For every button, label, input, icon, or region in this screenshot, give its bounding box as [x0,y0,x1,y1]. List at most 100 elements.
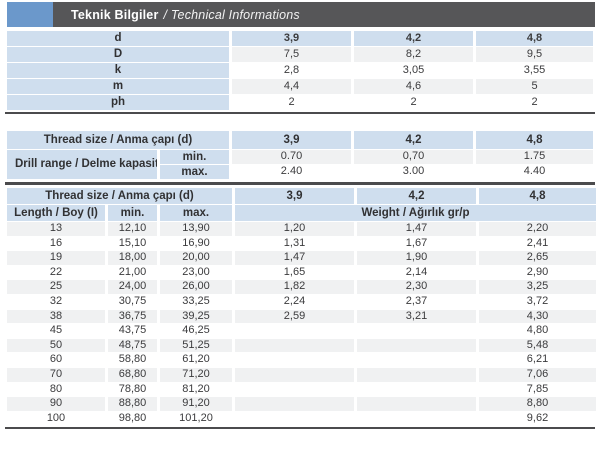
length-cell: 25 [7,280,105,294]
max-cell: 16,90 [182,236,210,249]
accent-square [7,2,53,27]
drill-max-value: 3.00 [402,165,425,178]
divider-rule [5,112,595,114]
min-cell: 18,00 [108,251,157,265]
weight-cell-3-9: 2,24 [283,294,306,307]
length-column-header: Length / Boy (I) [7,205,105,221]
max-cell: 101,20 [179,411,213,424]
drill-min-value: 1.75 [476,150,593,164]
drill-max-value: 4.40 [523,165,546,178]
spec-value-cell: 7,5 [232,47,351,62]
max-cell: 39,25 [160,309,233,324]
thread-size-value: 3,9 [235,188,355,204]
title-english: / Technical Informations [163,7,300,22]
min-cell: 58,80 [118,353,147,366]
spec-table-row: D 7,5 8,2 9,5 [7,47,593,62]
weight-cell-4-2: 1,67 [405,236,428,249]
min-cell: 24,00 [108,280,157,294]
title-bar: Teknik Bilgiler / Technical Informations [7,2,595,27]
length-weight-row: 38 36,75 39,25 2,59 3,21 4,30 [7,309,597,324]
title-turkish: Teknik Bilgiler [71,7,159,22]
thread-size-label: Thread size / Anma çapı (d) [7,131,229,149]
weight-cell-4-2: 1,47 [357,222,477,236]
weight-cell-3-9: 1,65 [283,265,306,278]
weight-cell-4-8: 2,41 [526,236,549,249]
weight-cell-4-2 [357,324,476,338]
max-cell: 13,90 [160,222,233,236]
weight-cell-3-9: 1,31 [283,236,306,249]
length-cell: 13 [7,222,105,236]
weight-cell-4-8: 6,21 [526,353,549,366]
spec-row-label: k [7,63,229,78]
spec-row-label: ph [7,95,229,110]
min-cell: 78,80 [118,382,147,395]
weight-cell-3-9 [235,412,354,426]
weight-cell-4-8: 8,80 [479,397,597,411]
max-cell: 91,20 [160,397,233,411]
thread-size-value: 3,9 [232,131,351,149]
weight-cell-4-8: 4,80 [526,324,549,337]
max-cell: 33,25 [182,294,210,307]
thread-size-header-row: Thread size / Anma çapı (d) 3,9 4,2 4,8 [7,131,593,149]
drill-max-value: 2.40 [280,165,303,178]
weight-cell-4-2: 3,21 [357,309,477,324]
spec-row-label: m [7,79,229,94]
spec-table-row: k 2,8 3,05 3,55 [7,63,593,78]
spec-table: d 3,9 4,2 4,8 D 7,5 8,2 9,5 k 2,8 3,05 3… [4,30,596,111]
thread-size-value: 4,2 [357,188,477,204]
spec-value-cell: 4,8 [476,31,593,46]
spec-value-cell: 8,2 [354,47,473,62]
length-cell: 70 [7,367,105,382]
weight-cell-3-9 [235,367,355,382]
max-column-header: max. [160,205,233,221]
weight-cell-4-8: 2,90 [526,265,549,278]
weight-cell-3-9: 1,82 [235,280,355,294]
length-cell: 80 [49,382,63,395]
spec-value-cell: 2 [410,95,417,108]
weight-cell-3-9: 1,20 [235,222,355,236]
divider-rule [5,182,595,185]
drill-max-row: max. 2.40 3.00 4.40 [7,165,593,179]
length-cell: 22 [49,265,63,278]
spec-value-cell: 2 [288,95,295,108]
thread-size-label: Thread size / Anma çapı (d) [7,188,233,204]
length-weight-row: 25 24,00 26,00 1,82 2,30 3,25 [7,280,597,294]
bottom-rule [5,427,595,430]
spec-value-cell: 3,05 [402,63,425,76]
weight-cell-4-8: 2,20 [479,222,597,236]
spec-row-label: d [7,31,229,46]
spec-table-row: d 3,9 4,2 4,8 [7,31,593,46]
length-weight-row: 70 68,80 71,20 7,06 [7,367,597,382]
weight-cell-3-9 [235,324,354,338]
weight-cell-4-2 [357,412,476,426]
spec-value-cell: 9,5 [476,47,593,62]
max-cell: 51,25 [160,338,233,353]
weight-cell-3-9: 1,47 [235,251,355,265]
weight-cell-4-8: 3,72 [526,294,549,307]
length-weight-row: 32 30,75 33,25 2,24 2,37 3,72 [7,295,596,309]
drill-min-value: 0,70 [354,150,473,164]
weight-cell-3-9 [235,353,354,367]
min-cell: 12,10 [108,222,157,236]
length-weight-table: Thread size / Anma çapı (d) 3,9 4,2 4,8 … [4,187,599,426]
length-cell: 38 [7,309,105,324]
length-weight-row: 45 43,75 46,25 4,80 [7,324,596,338]
weight-cell-4-8: 7,06 [479,367,597,382]
weight-cell-4-2 [357,338,477,353]
length-weight-row: 80 78,80 81,20 7,85 [7,383,596,397]
length-weight-row: 50 48,75 51,25 5,48 [7,338,597,353]
length-weight-row: 100 98,80 101,20 9,62 [7,412,596,426]
min-cell: 43,75 [118,324,147,337]
length-cell: 90 [7,397,105,411]
drill-range-table: Thread size / Anma çapı (d) 3,9 4,2 4,8 … [4,130,596,180]
length-weight-row: 13 12,10 13,90 1,20 1,47 2,20 [7,222,597,236]
spec-row-label: D [7,47,229,62]
length-weight-row: 60 58,80 61,20 6,21 [7,353,596,367]
max-cell: 20,00 [160,251,233,265]
length-weight-row: 19 18,00 20,00 1,47 1,90 2,65 [7,251,597,265]
weight-cell-4-8: 2,65 [479,251,597,265]
length-cell: 32 [49,294,63,307]
weight-cell-4-2 [357,353,476,367]
thread-size-header-row: Thread size / Anma çapı (d) 3,9 4,2 4,8 [7,188,597,204]
